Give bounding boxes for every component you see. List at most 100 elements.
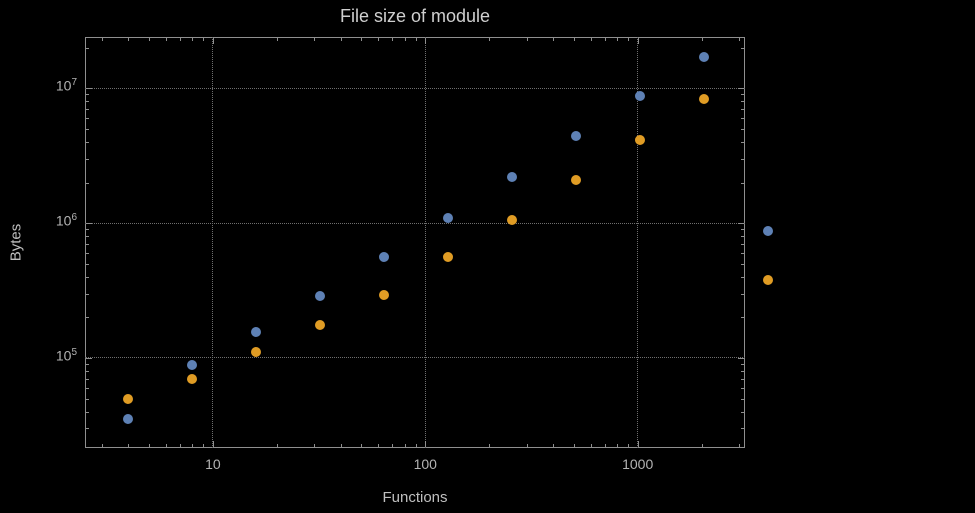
tick-mark-bottom: [627, 444, 629, 447]
tick-mark-bottom: [340, 444, 342, 447]
tick-mark-left: [86, 378, 89, 380]
data-point-orange: [570, 174, 581, 185]
tick-mark-top: [573, 38, 575, 41]
tick-mark-bottom: [553, 444, 555, 447]
tick-mark-right: [741, 94, 744, 96]
tick-mark-bottom: [617, 444, 619, 447]
tick-mark-bottom: [276, 444, 278, 447]
tick-mark-top: [425, 38, 427, 44]
data-point-blue: [570, 131, 581, 142]
tick-mark-left: [86, 387, 89, 389]
tick-mark-right: [741, 158, 744, 160]
data-point-blue: [698, 52, 709, 63]
tick-mark-bottom: [128, 444, 130, 447]
tick-mark-left: [86, 364, 89, 366]
y-tick-label: 106: [55, 212, 77, 229]
data-point-orange: [187, 373, 198, 384]
data-point-orange: [315, 320, 326, 331]
tick-mark-bottom: [378, 444, 380, 447]
tick-mark-left: [86, 371, 89, 373]
tick-mark-top: [179, 38, 181, 41]
tick-mark-right: [738, 357, 744, 359]
data-point-blue: [507, 171, 517, 182]
tick-mark-left: [86, 223, 92, 225]
tick-mark-left: [86, 398, 89, 400]
tick-mark-right: [741, 263, 744, 265]
tick-mark-right: [741, 398, 744, 400]
tick-mark-top: [361, 38, 363, 41]
tick-mark-left: [86, 182, 89, 184]
tick-mark-right: [741, 276, 744, 278]
tick-mark-left: [86, 109, 89, 111]
tick-mark-left: [86, 158, 89, 160]
tick-mark-left: [86, 293, 89, 295]
tick-mark-top: [203, 38, 205, 41]
tick-mark-top: [590, 38, 592, 41]
tick-mark-bottom: [101, 444, 103, 447]
x-tick-label: 100: [413, 456, 437, 472]
tick-mark-left: [86, 118, 89, 120]
tick-mark-right: [741, 293, 744, 295]
tick-mark-bottom: [148, 444, 150, 447]
tick-mark-top: [148, 38, 150, 41]
tick-mark-top: [378, 38, 380, 41]
tick-mark-bottom: [203, 444, 205, 447]
tick-mark-right: [741, 118, 744, 120]
tick-mark-top: [392, 38, 394, 41]
tick-mark-right: [738, 223, 744, 225]
tick-mark-right: [741, 182, 744, 184]
tick-mark-bottom: [701, 444, 703, 447]
tick-mark-right: [741, 244, 744, 245]
tick-mark-left: [86, 276, 89, 278]
tick-mark-top: [404, 38, 406, 41]
tick-mark-bottom: [425, 441, 427, 447]
data-point-orange: [379, 289, 390, 300]
gridline-vertical: [424, 37, 426, 448]
tick-mark-top: [101, 38, 103, 41]
gridline-horizontal: [85, 87, 745, 89]
data-point-blue: [123, 414, 134, 425]
tick-mark-bottom: [590, 444, 592, 447]
tick-mark-bottom: [392, 444, 394, 447]
gridline-vertical: [212, 37, 214, 448]
tick-mark-top: [212, 38, 214, 44]
tick-mark-top: [627, 38, 629, 41]
tick-mark-left: [86, 88, 92, 90]
data-point-blue: [315, 290, 326, 301]
tick-mark-right: [741, 378, 744, 380]
gridline-horizontal: [85, 222, 745, 224]
tick-mark-bottom: [573, 444, 575, 447]
tick-mark-bottom: [637, 441, 639, 447]
tick-mark-bottom: [526, 444, 528, 447]
data-point-blue: [187, 360, 198, 371]
tick-mark-top: [165, 38, 167, 41]
tick-mark-top: [340, 38, 342, 41]
tick-mark-right: [741, 253, 744, 255]
tick-mark-right: [738, 88, 744, 90]
tick-mark-bottom: [361, 444, 363, 447]
tick-mark-right: [741, 47, 744, 49]
tick-mark-right: [741, 387, 744, 389]
data-point-orange: [634, 135, 645, 146]
y-tick-label: 105: [55, 346, 77, 364]
tick-mark-top: [739, 38, 741, 41]
tick-mark-right: [741, 364, 744, 366]
tick-mark-bottom: [179, 444, 181, 447]
tick-mark-bottom: [165, 444, 167, 447]
tick-mark-top: [128, 38, 130, 41]
tick-mark-left: [86, 141, 89, 143]
tick-mark-right: [741, 101, 744, 103]
tick-mark-bottom: [212, 441, 214, 447]
data-point-orange: [698, 94, 709, 105]
tick-mark-left: [86, 101, 89, 103]
tick-mark-right: [741, 371, 744, 373]
tick-mark-left: [86, 94, 89, 96]
tick-mark-right: [741, 411, 744, 413]
data-point-orange: [443, 252, 454, 263]
tick-mark-right: [741, 428, 744, 430]
tick-mark-left: [86, 253, 89, 255]
y-tick-label: 107: [55, 77, 77, 94]
tick-mark-top: [701, 38, 703, 41]
